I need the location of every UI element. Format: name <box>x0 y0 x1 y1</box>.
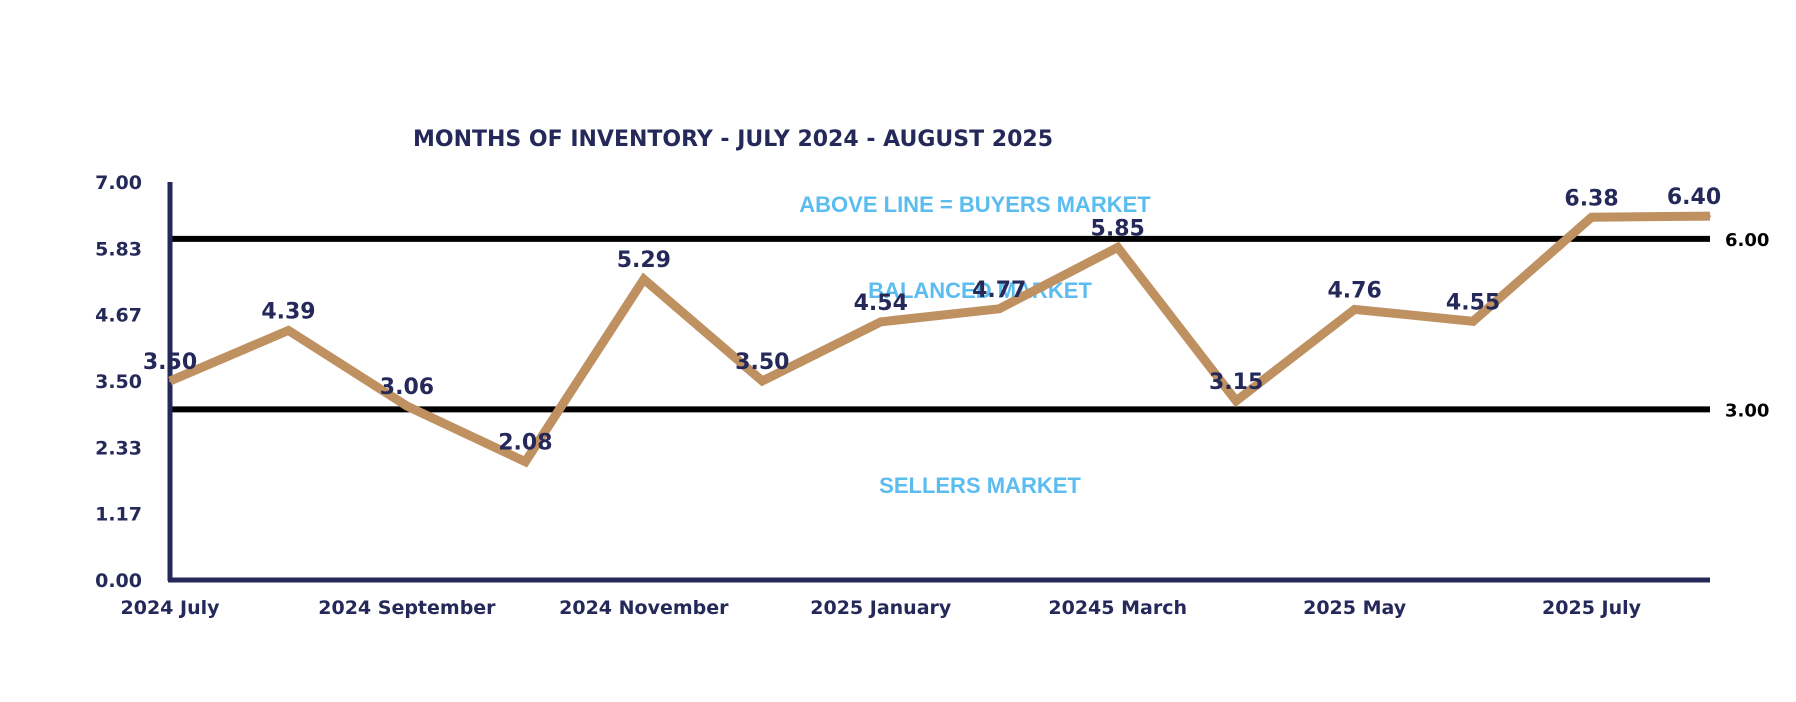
data-point <box>761 380 764 382</box>
data-point <box>287 329 290 332</box>
y-tick-label: 1.17 <box>95 504 142 526</box>
data-point <box>998 307 1001 310</box>
data-label: 4.55 <box>1446 290 1500 315</box>
zone-label-above: ABOVE LINE = BUYERS MARKET <box>799 192 1151 217</box>
x-tick-label: 20245 March <box>1048 597 1187 619</box>
data-point <box>524 460 527 463</box>
data-point <box>1235 399 1238 402</box>
y-tick-label: 7.00 <box>95 172 142 194</box>
data-label: 4.77 <box>972 278 1026 303</box>
y-tick-label: 2.33 <box>95 437 142 459</box>
data-label: 4.76 <box>1327 278 1381 303</box>
data-label: 4.39 <box>261 299 315 324</box>
data-point <box>642 278 645 281</box>
data-point <box>1116 246 1119 249</box>
data-label: 3.06 <box>380 375 434 400</box>
data-label: 2.08 <box>498 431 552 456</box>
data-label: 6.40 <box>1667 185 1721 210</box>
y-tick-label: 4.67 <box>95 305 142 327</box>
data-label: 6.38 <box>1564 186 1618 211</box>
zone-label-below: SELLERS MARKET <box>879 473 1081 498</box>
data-label: 3.50 <box>735 350 789 375</box>
x-tick-label: 2024 November <box>559 597 729 619</box>
data-point <box>169 380 171 382</box>
y-tick-label: 0.00 <box>95 570 142 592</box>
y-tick-label: 3.50 <box>95 371 142 393</box>
chart-title: MONTHS OF INVENTORY - JULY 2024 - AUGUST… <box>413 127 1053 152</box>
series-line <box>168 211 1711 468</box>
y-tick-label: 5.83 <box>95 238 142 260</box>
reference-line-label: 3.00 <box>1725 400 1769 421</box>
data-point <box>1709 215 1711 218</box>
data-point <box>405 405 408 408</box>
x-tick-label: 2024 September <box>318 597 496 619</box>
x-tick-label: 2025 July <box>1542 597 1642 619</box>
data-point <box>1590 216 1593 219</box>
data-label: 4.54 <box>854 291 908 316</box>
data-label: 5.29 <box>617 248 671 273</box>
data-point <box>879 320 882 323</box>
x-tick-label: 2025 January <box>810 597 952 619</box>
data-label: 5.85 <box>1091 216 1145 241</box>
data-point <box>1472 320 1475 323</box>
reference-line-label: 6.00 <box>1725 230 1769 251</box>
x-tick-label: 2024 July <box>121 597 221 619</box>
data-label: 3.15 <box>1209 370 1263 395</box>
data-point <box>1353 308 1356 311</box>
x-tick-label: 2025 May <box>1303 597 1407 619</box>
data-label: 3.50 <box>143 350 197 375</box>
